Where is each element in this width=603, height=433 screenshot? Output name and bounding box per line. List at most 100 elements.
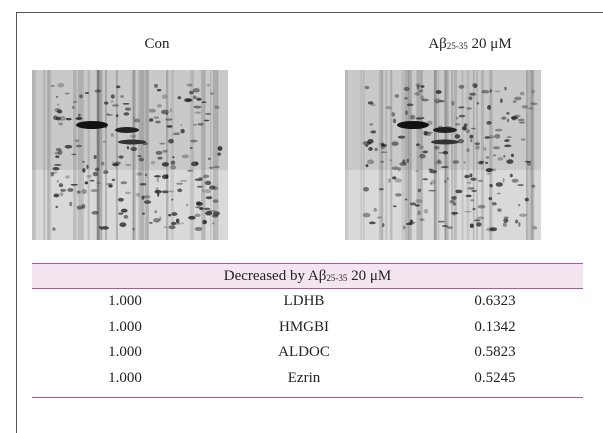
gel-spot <box>427 131 434 134</box>
gel-streak <box>201 70 205 240</box>
gel-spot <box>402 225 406 230</box>
gel-spot <box>123 214 129 219</box>
results-table: Decreased by Aβ25-35 20 μM 1.000 LDHB 0.63… <box>32 263 583 398</box>
gel-spot <box>130 147 138 152</box>
table-row: 1.000 Ezrin 0.5245 <box>32 366 583 392</box>
gel-spot <box>119 222 127 228</box>
gel-spot <box>111 178 116 182</box>
gel-shade <box>345 170 541 240</box>
gel-streak <box>192 70 194 240</box>
gel-spot <box>205 196 213 200</box>
gel-spot <box>368 221 376 225</box>
gel-spot <box>168 138 174 144</box>
gel-spot <box>476 102 479 105</box>
gel-spot <box>430 182 433 185</box>
table-cell: 0.6323 <box>474 293 516 309</box>
gel-spot <box>443 179 448 184</box>
gel-spot <box>57 150 63 155</box>
gel-spot <box>157 104 162 108</box>
gel-spot <box>472 207 476 211</box>
gel-spot <box>531 184 536 188</box>
gel-spot <box>154 83 158 88</box>
gel-spot <box>177 96 182 100</box>
gel-streak <box>531 70 535 240</box>
gel-spot <box>144 200 152 204</box>
gel-spot <box>502 222 507 228</box>
gel-spot <box>193 105 202 109</box>
gel-streak <box>97 70 100 240</box>
gel-spot <box>57 83 65 88</box>
gel-spot <box>55 116 61 121</box>
gel-spot <box>392 118 397 124</box>
gel-spot <box>208 166 215 169</box>
gel-spot <box>89 179 95 182</box>
table-cell: 0.5245 <box>474 369 516 386</box>
gel-spot <box>58 116 66 121</box>
gel-spot <box>438 99 445 103</box>
gel-streak <box>131 70 134 240</box>
gel-spot <box>418 89 424 93</box>
gel-spot <box>209 185 216 190</box>
gel-streak <box>104 70 107 240</box>
label-text: 20 μM <box>471 36 512 52</box>
gel-spot <box>380 151 388 154</box>
gel-spot <box>155 187 159 192</box>
gel-spot <box>458 106 465 109</box>
gel-spot <box>96 182 102 184</box>
gel-spot <box>503 144 512 148</box>
gel-spot <box>72 105 75 110</box>
gel-streak <box>461 70 464 240</box>
gel-spot <box>493 146 501 150</box>
gel-spot <box>175 218 180 224</box>
gel-spot <box>181 222 184 225</box>
gel-spot <box>137 155 142 158</box>
gel-spot <box>55 205 59 209</box>
gel-spot <box>213 165 220 169</box>
gel-spot <box>71 153 77 156</box>
gel-spot <box>486 121 492 125</box>
gel-spot <box>469 173 473 178</box>
gel-spot <box>530 102 538 105</box>
gel-spot <box>475 145 480 150</box>
gel-band <box>431 139 459 145</box>
gel-spot <box>154 190 162 194</box>
gel-spot <box>170 165 177 170</box>
gel-spot <box>380 160 385 163</box>
gel-spot <box>506 159 514 164</box>
gel-spot <box>65 175 70 179</box>
gel-spot <box>123 112 130 116</box>
gel-spot <box>60 188 67 192</box>
gel-spot <box>205 211 213 216</box>
gel-spot <box>118 155 124 159</box>
gel-spot <box>466 181 472 184</box>
table-row: 1.000 ALDOC 0.5823 <box>32 340 583 366</box>
gel-spot <box>108 184 113 188</box>
gel-band <box>433 127 457 133</box>
gel-spot <box>172 156 175 159</box>
panel-label: Con <box>37 36 277 53</box>
gel-spot <box>381 144 387 147</box>
gel-spot <box>526 160 532 166</box>
gel-streak <box>345 70 348 240</box>
gel-streak <box>96 70 99 240</box>
gel-spot <box>487 105 492 110</box>
gel-band <box>118 139 146 145</box>
gel-spot <box>98 226 102 229</box>
gel-spot <box>484 136 491 139</box>
gel-spot <box>82 168 86 173</box>
gel-spot <box>86 174 92 178</box>
gel-spot <box>488 135 496 139</box>
gel-spot <box>56 109 63 114</box>
gel-spot <box>489 227 498 232</box>
gel-spot <box>186 169 194 172</box>
gel-spot <box>91 210 99 215</box>
gel-spot <box>469 134 474 139</box>
gel-spot <box>170 160 176 165</box>
gel-spot <box>168 225 176 230</box>
gel-spot <box>381 222 385 228</box>
gel-spot <box>76 205 83 210</box>
gel-spot <box>196 185 204 188</box>
table-rule <box>32 397 583 398</box>
gel-spot <box>452 203 457 206</box>
gel-spot <box>506 118 510 123</box>
